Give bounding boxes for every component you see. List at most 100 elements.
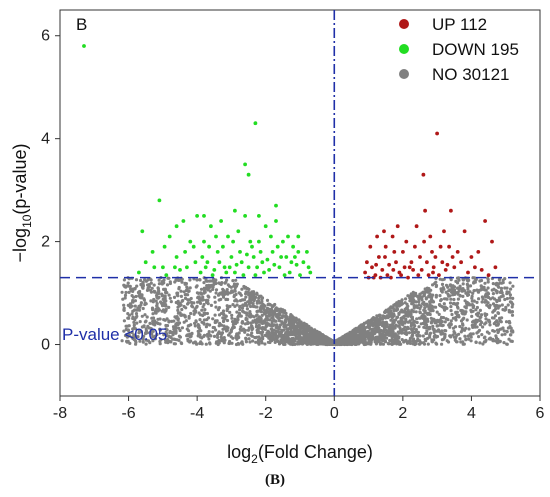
point-no: [477, 328, 482, 332]
x-axis-title-subscript: 2: [251, 452, 258, 466]
point-no: [496, 323, 500, 327]
point-no: [140, 285, 144, 289]
point-no: [262, 321, 266, 325]
y-axis-title-subscript: 10: [20, 214, 34, 228]
point-no: [367, 326, 371, 330]
point-no: [498, 339, 502, 343]
point-no: [259, 304, 263, 309]
point-no: [227, 341, 231, 345]
point-no: [508, 296, 512, 300]
point-up: [414, 224, 419, 229]
point-down: [238, 250, 242, 254]
point-up: [382, 229, 386, 234]
point-no: [462, 342, 466, 346]
point-no: [165, 324, 170, 328]
point-no: [406, 294, 410, 298]
point-no: [235, 303, 239, 307]
point-no: [173, 337, 177, 342]
point-down: [203, 265, 208, 270]
point-no: [204, 287, 208, 291]
point-no: [206, 294, 210, 298]
point-no: [127, 290, 131, 294]
point-no: [189, 311, 193, 316]
point-no: [232, 325, 236, 329]
point-no: [150, 286, 154, 290]
point-no: [174, 278, 178, 282]
point-no: [240, 341, 244, 345]
point-no: [411, 333, 415, 338]
point-down: [274, 203, 278, 208]
point-no: [400, 301, 404, 305]
point-no: [493, 308, 497, 312]
point-no: [244, 295, 248, 299]
point-up: [399, 273, 403, 277]
point-no: [245, 286, 250, 291]
point-no: [475, 300, 479, 304]
point-no: [249, 293, 253, 297]
point-no: [289, 329, 293, 333]
point-no: [391, 332, 396, 336]
point-no: [383, 339, 388, 343]
point-no: [204, 342, 208, 346]
point-no: [446, 318, 450, 322]
point-no: [392, 342, 396, 346]
point-no: [221, 309, 226, 313]
point-up: [486, 273, 491, 277]
point-no: [190, 331, 194, 335]
point-up: [374, 262, 378, 267]
point-no: [247, 291, 252, 295]
point-no: [151, 312, 155, 316]
point-no: [214, 328, 218, 332]
point-no: [428, 333, 432, 337]
point-no: [198, 329, 202, 333]
point-no: [397, 320, 402, 325]
point-no: [182, 320, 186, 324]
point-no: [144, 338, 148, 342]
point-no: [167, 305, 171, 309]
point-no: [431, 293, 435, 297]
point-no: [449, 309, 453, 313]
point-down: [195, 214, 200, 218]
point-no: [141, 306, 145, 311]
point-no: [237, 311, 242, 316]
point-no: [188, 278, 192, 282]
point-down: [286, 234, 290, 239]
point-down: [308, 270, 313, 275]
point-no: [400, 328, 404, 333]
point-no: [471, 325, 475, 329]
point-no: [168, 296, 172, 300]
point-no: [277, 334, 281, 338]
point-no: [360, 334, 364, 338]
x-axis-title-prefix: log: [227, 442, 251, 462]
point-no: [224, 329, 229, 333]
point-no: [483, 312, 487, 316]
point-no: [418, 334, 422, 338]
point-down: [281, 239, 285, 244]
point-no: [491, 292, 495, 296]
point-down: [209, 224, 213, 229]
point-no: [246, 328, 250, 332]
point-no: [253, 318, 257, 322]
point-no: [469, 333, 473, 337]
point-no: [150, 306, 155, 310]
point-no: [363, 335, 367, 339]
point-no: [486, 292, 491, 296]
point-no: [225, 318, 230, 323]
point-no: [380, 338, 384, 342]
point-no: [426, 312, 430, 316]
point-no: [230, 316, 234, 320]
point-up: [422, 239, 426, 244]
point-no: [484, 321, 488, 325]
point-no: [140, 314, 144, 318]
point-no: [286, 323, 291, 327]
point-no: [160, 292, 164, 296]
point-no: [478, 308, 482, 312]
point-no: [213, 313, 217, 317]
point-no: [145, 315, 149, 319]
point-no: [425, 331, 429, 335]
point-no: [440, 278, 445, 282]
point-no: [180, 313, 184, 317]
point-no: [464, 326, 468, 330]
point-down: [214, 234, 218, 239]
point-no: [162, 294, 167, 299]
